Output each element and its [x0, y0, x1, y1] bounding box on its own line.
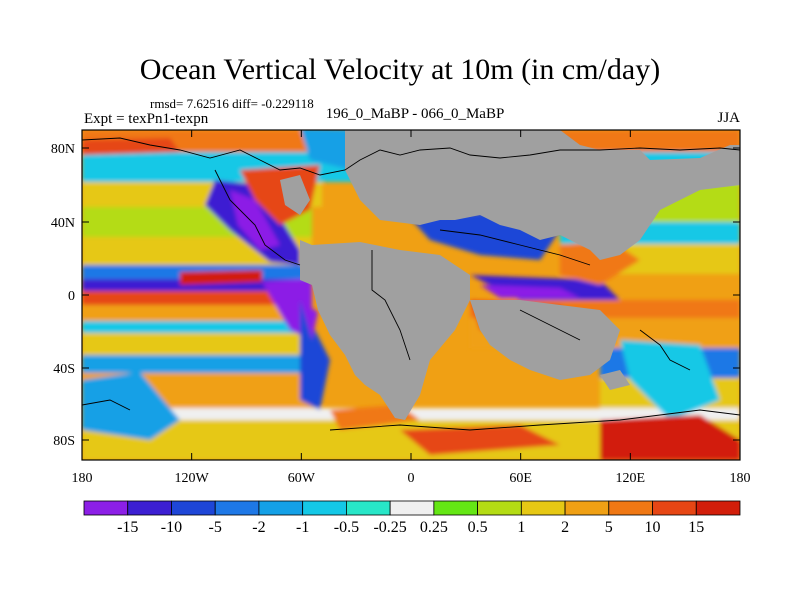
colorbar-swatch [652, 500, 697, 516]
colorbar-label: -15 [117, 519, 138, 536]
lat-tick-label: 80S [53, 434, 75, 449]
comparison-label: 196_0_MaBP - 066_0_MaBP [325, 106, 505, 122]
colorbar-label: -1 [296, 519, 309, 536]
colorbar-label: 0.25 [420, 519, 448, 536]
colorbar-swatch [389, 500, 435, 516]
colorbar-label: 0.5 [468, 519, 488, 536]
colorbar-swatch [83, 500, 129, 516]
colorbar-swatch [564, 500, 610, 516]
colorbar-label: -10 [161, 519, 182, 536]
colorbar-swatch [695, 500, 741, 516]
lat-tick-label: 0 [68, 289, 75, 304]
coastlines [82, 137, 740, 431]
colorbar: -15 -10 -5 -2 -1 -0.5 -0.25 0.25 0.5 1 2 5 10 15 [83, 500, 741, 536]
lat-tick-label: 40S [53, 362, 75, 377]
rmsd-diff-stats: rmsd= 7.62516 diff= -0.229118 [150, 96, 314, 111]
colorbar-swatch [171, 500, 216, 516]
colorbar-label: -0.25 [373, 519, 406, 536]
ocean-velocity-field [82, 130, 740, 460]
colorbar-label: 2 [561, 519, 569, 536]
lon-tick-label: 120E [616, 471, 646, 486]
colorbar-label: 10 [645, 519, 661, 536]
colorbar-swatch [433, 500, 479, 516]
lon-tick-label: 180 [72, 471, 93, 486]
colorbar-label: 5 [605, 519, 613, 536]
lon-tick-label: 0 [408, 471, 415, 486]
colorbar-swatch [214, 500, 260, 516]
colorbar-swatch [127, 500, 172, 516]
colorbar-label: -5 [209, 519, 222, 536]
colorbar-swatch [302, 500, 347, 516]
colorbar-swatch [258, 500, 304, 516]
colorbar-label: 15 [688, 519, 704, 536]
land-masses [280, 130, 740, 420]
lat-tick-label: 80N [51, 142, 75, 157]
latitude-axis: 80N 40N 0 40S 80S [51, 142, 740, 449]
colorbar-label: 1 [517, 519, 525, 536]
longitude-axis: 180 120W 60W 0 60E 120E 180 [72, 130, 751, 486]
lon-tick-label: 180 [730, 471, 751, 486]
map-title: Ocean Vertical Velocity at 10m (in cm/da… [139, 53, 661, 86]
colorbar-swatch [477, 500, 522, 516]
season-label: JJA [717, 110, 740, 126]
colorbar-swatch [608, 500, 653, 516]
colorbar-label: -0.5 [334, 519, 359, 536]
colorbar-label: -2 [252, 519, 265, 536]
lon-tick-label: 120W [175, 471, 210, 486]
colorbar-swatch [520, 500, 566, 516]
lat-tick-label: 40N [51, 216, 75, 231]
lon-tick-label: 60W [288, 471, 316, 486]
lon-tick-label: 60E [509, 471, 532, 486]
experiment-label: Expt = texPn1-texpn [84, 111, 209, 127]
colorbar-swatch [345, 500, 391, 516]
